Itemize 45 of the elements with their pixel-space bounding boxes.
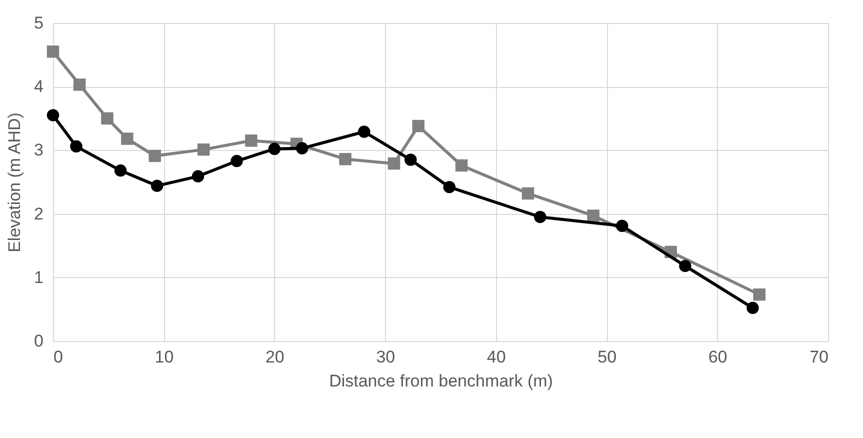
point	[746, 302, 759, 314]
y-tick-label: 2	[34, 204, 44, 224]
point	[339, 152, 352, 166]
point	[192, 170, 204, 182]
point	[150, 180, 164, 192]
point	[101, 112, 114, 125]
x-tick-label: 70	[810, 348, 828, 366]
x-tick-label: 50	[598, 348, 617, 366]
point	[388, 157, 400, 170]
point	[404, 154, 417, 166]
y-tick-label: 3	[34, 140, 44, 160]
point	[148, 150, 161, 162]
y-tick-label: 4	[34, 77, 44, 96]
y-axis-title: Elevation (m AHD)	[5, 112, 24, 252]
point	[534, 210, 546, 224]
point	[197, 143, 210, 156]
point	[121, 132, 134, 145]
x-tick-label: 30	[376, 348, 396, 366]
point	[616, 220, 628, 232]
point	[73, 78, 86, 91]
x-tick-label: 10	[154, 348, 174, 366]
y-tick-label: 1	[34, 268, 44, 287]
point	[46, 45, 60, 58]
y-tick-label: 0	[34, 332, 44, 350]
y-tick-label: 5	[34, 14, 44, 32]
point	[245, 134, 258, 147]
point	[296, 142, 308, 154]
point	[230, 154, 243, 168]
point	[268, 142, 281, 156]
point	[46, 109, 60, 122]
point	[587, 210, 600, 222]
point	[753, 288, 766, 301]
point	[70, 140, 82, 152]
x-tick-label: 40	[486, 348, 506, 366]
x-tick-label: 20	[265, 348, 284, 366]
point	[358, 126, 370, 138]
point	[522, 187, 534, 200]
x-axis-title: Distance from benchmark (m)	[329, 372, 553, 390]
point	[114, 164, 127, 177]
x-tick-label: 60	[708, 348, 728, 366]
point	[679, 260, 692, 272]
point	[412, 120, 424, 132]
x-tick-label: 0	[54, 348, 63, 366]
point	[455, 159, 468, 172]
point	[443, 180, 456, 194]
